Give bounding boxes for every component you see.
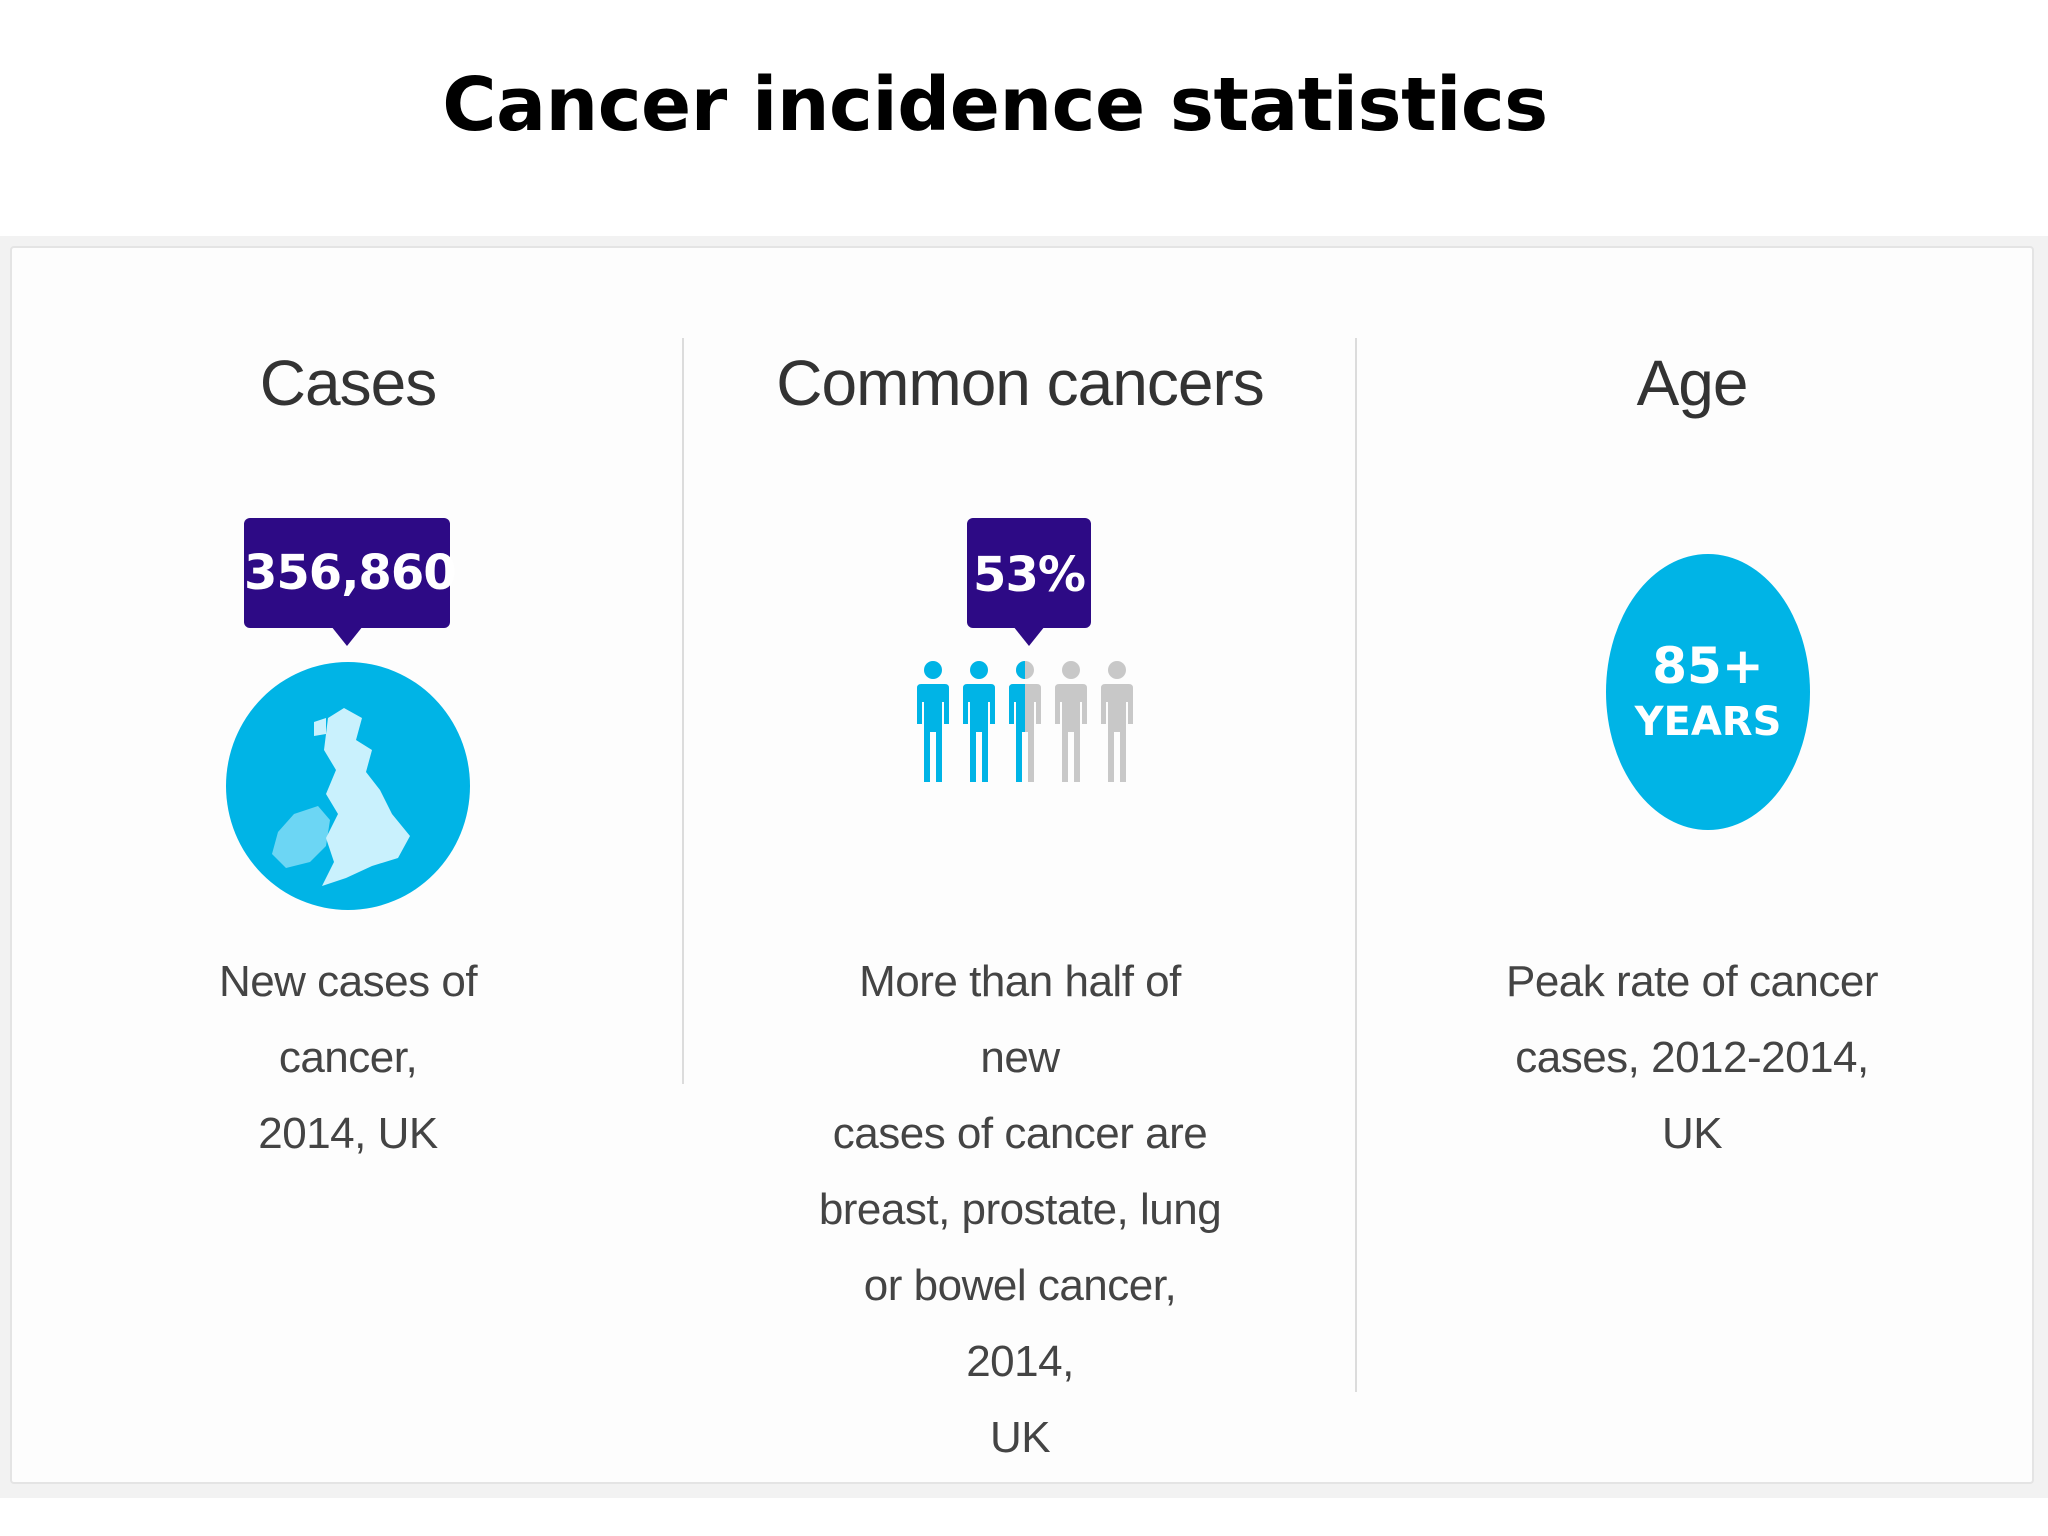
cases-description: New cases of cancer, 2014, UK	[148, 944, 548, 1172]
common-cancers-badge: 53%	[967, 518, 1091, 628]
common-cancers-text-line: cases of cancer are	[832, 1109, 1208, 1158]
person-figure	[1009, 661, 1041, 782]
common-cancers-text-line: UK	[989, 1413, 1051, 1462]
age-column: Age 85+ YEARS Peak rate of cancer cases,…	[1356, 248, 2028, 1482]
person-figure	[917, 661, 949, 782]
age-unit: YEARS	[1634, 699, 1782, 745]
cases-text-line: 2014, UK	[258, 1109, 438, 1158]
age-text-line: Peak rate of cancer	[1505, 957, 1879, 1006]
age-heading: Age	[1636, 347, 1749, 419]
common-cancers-badge-tail	[1013, 626, 1045, 646]
person-figure	[1101, 661, 1133, 782]
cases-text-line: New cases of cancer,	[218, 957, 478, 1082]
slide-title: Cancer incidence statistics	[442, 62, 1548, 148]
cases-column: Cases 356,860 New cases of cancer, 2014,…	[12, 248, 684, 1482]
column-divider	[1355, 338, 1357, 1392]
common-cancers-text-line: or bowel cancer, 2014,	[863, 1261, 1177, 1386]
column-divider	[682, 338, 684, 1084]
person-figure	[1055, 661, 1087, 782]
common-cancers-text-line: breast, prostate, lung	[818, 1185, 1222, 1234]
common-cancers-description: More than half of new cases of cancer ar…	[818, 944, 1222, 1476]
common-cancers-heading: Common cancers	[776, 347, 1265, 419]
people-icon	[917, 661, 1133, 782]
cases-badge: 356,860	[244, 518, 457, 628]
statistics-panel: Cases 356,860 New cases of cancer, 2014,…	[10, 246, 2034, 1484]
age-value: 85+	[1652, 637, 1764, 695]
cases-badge-tail	[331, 626, 363, 646]
cases-heading: Cases	[259, 347, 437, 419]
person-figure	[963, 661, 995, 782]
age-circle: 85+ YEARS	[1606, 554, 1810, 830]
common-cancers-text-line: More than half of new	[859, 957, 1181, 1082]
common-cancers-badge-value: 53%	[973, 547, 1086, 603]
age-text-line: cases, 2012-2014, UK	[1515, 1033, 1869, 1158]
uk-map-icon	[226, 662, 470, 910]
cases-badge-value: 356,860	[244, 545, 457, 601]
common-cancers-column: Common cancers 53% More than half of new…	[684, 248, 1356, 1482]
age-description: Peak rate of cancer cases, 2012-2014, UK	[1492, 944, 1892, 1172]
